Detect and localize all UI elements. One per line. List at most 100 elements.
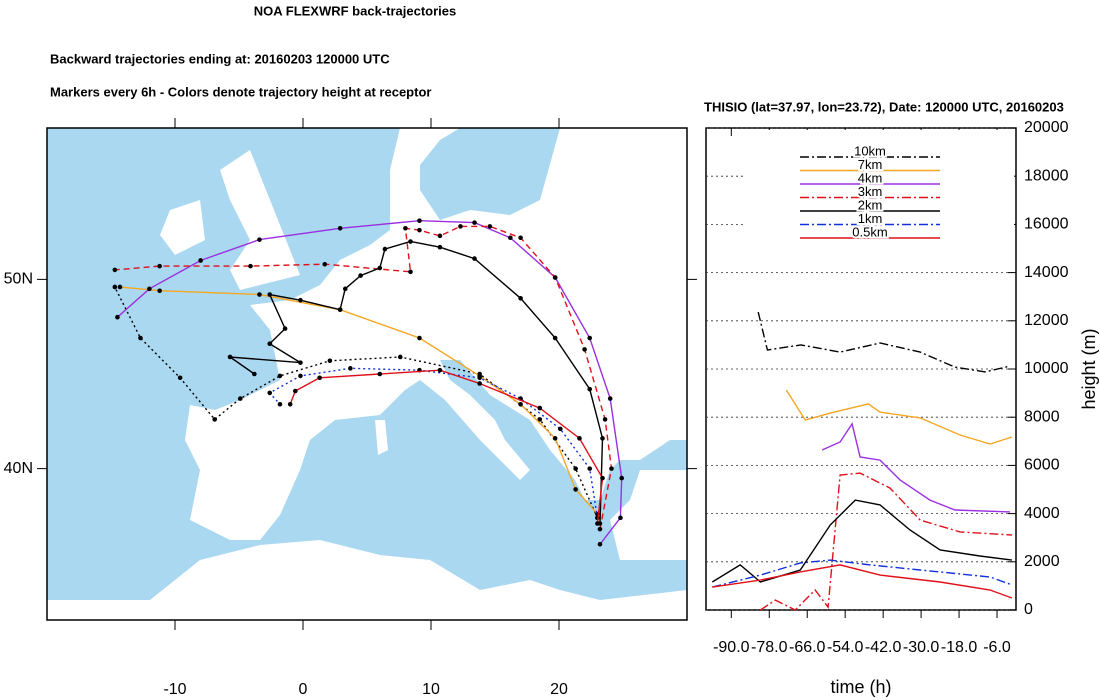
trajectory-line <box>114 225 613 530</box>
x-tick-label: -90.0 <box>713 639 750 656</box>
marker <box>417 227 422 233</box>
marker <box>472 256 477 261</box>
trajectory-line <box>227 240 604 524</box>
marker <box>619 475 625 481</box>
marker <box>212 417 217 422</box>
marker <box>577 436 582 441</box>
y-tick-label: 10000 <box>1024 360 1069 377</box>
marker <box>552 436 558 441</box>
marker <box>597 542 603 547</box>
x-tick-label: -18.0 <box>941 639 978 656</box>
marker <box>472 220 477 225</box>
y-tick-label: 12000 <box>1024 312 1069 329</box>
marker <box>458 224 463 229</box>
y-tick-label: 50N <box>4 271 33 288</box>
trajectory-line <box>289 369 604 524</box>
marker <box>267 292 273 297</box>
marker <box>597 526 603 532</box>
x-tick-label: 0 <box>299 681 308 698</box>
marker <box>293 388 298 394</box>
marker <box>573 487 578 492</box>
marker <box>609 466 614 471</box>
subtitle: Markers every 6h - Colors denote traject… <box>50 84 431 99</box>
marker <box>587 466 593 471</box>
marker <box>582 347 587 352</box>
marker <box>382 246 388 252</box>
marker <box>327 358 333 364</box>
marker <box>257 237 262 242</box>
marker <box>177 375 183 381</box>
subtitle: Backward trajectories ending at: 2016020… <box>50 51 390 66</box>
marker <box>248 263 253 269</box>
marker <box>298 360 303 365</box>
marker <box>437 367 443 373</box>
marker <box>342 286 348 292</box>
marker <box>112 284 118 290</box>
x-tick-label: -10 <box>163 681 186 698</box>
y-tick-label: 20000 <box>1024 119 1069 136</box>
legend-label: 0.5km <box>852 224 887 239</box>
marker <box>277 373 283 379</box>
trajectory-line <box>114 286 599 519</box>
marker <box>600 475 605 481</box>
y-tick-label: 4000 <box>1024 505 1060 522</box>
marker <box>477 375 482 381</box>
marker <box>257 292 262 297</box>
marker <box>157 263 162 269</box>
x-tick-label: -30.0 <box>903 639 940 656</box>
y-tick-label: 18000 <box>1024 167 1069 184</box>
x-tick-label: -66.0 <box>789 639 826 656</box>
marker <box>358 273 363 278</box>
marker <box>408 239 413 244</box>
marker <box>600 436 605 441</box>
map-background <box>47 128 687 620</box>
marker <box>587 335 593 341</box>
x-tick-label: 20 <box>550 681 568 698</box>
y-tick-label: 8000 <box>1024 408 1060 425</box>
marker <box>147 286 152 292</box>
y-tick-label: 40N <box>4 460 33 477</box>
marker <box>337 225 343 231</box>
marker <box>348 366 353 371</box>
map-frame <box>46 127 688 621</box>
marker <box>377 371 383 377</box>
marker <box>227 354 233 360</box>
legend-label: 1km <box>858 211 883 226</box>
x-tick-label: -6.0 <box>983 639 1011 656</box>
x-tick-label: -42.0 <box>865 639 902 656</box>
marker <box>417 218 422 224</box>
marker <box>317 375 322 381</box>
trajectory-line <box>712 559 1013 588</box>
trajectory-line <box>116 219 623 545</box>
marker <box>602 417 608 422</box>
legend-label: 10km <box>854 143 886 158</box>
legend-background <box>746 130 1014 247</box>
marker <box>157 288 162 294</box>
marker <box>337 307 343 312</box>
marker <box>377 265 383 271</box>
marker <box>267 390 273 396</box>
marker <box>287 401 293 407</box>
trajectory-line <box>712 564 1013 599</box>
marker <box>518 401 523 407</box>
x-axis-label: time (h) <box>830 677 891 697</box>
marker <box>298 297 303 303</box>
y-tick-label: 16000 <box>1024 216 1069 233</box>
marker <box>397 354 403 360</box>
marker <box>508 235 513 241</box>
marker <box>252 371 257 377</box>
x-tick-label: -54.0 <box>827 639 864 656</box>
marker <box>112 267 118 273</box>
marker <box>277 401 283 407</box>
marker <box>595 521 600 526</box>
y-tick-label: 14000 <box>1024 264 1069 281</box>
x-tick-label: -78.0 <box>751 639 788 656</box>
trajectory-line <box>119 286 598 515</box>
marker <box>198 258 203 263</box>
marker <box>417 335 422 341</box>
marker <box>618 515 623 521</box>
marker <box>267 341 273 347</box>
legend-label: 2km <box>858 197 883 212</box>
page-title: NOA FLEXWRF back-trajectories <box>254 3 457 18</box>
